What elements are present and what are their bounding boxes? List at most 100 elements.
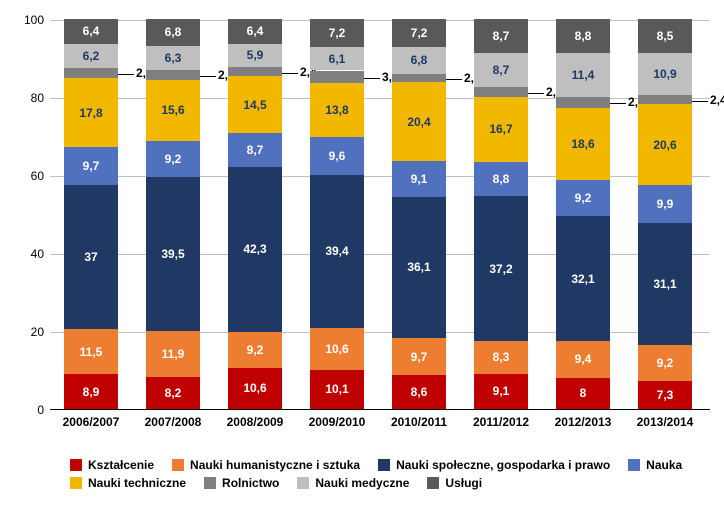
bar-segment-value: 20,4 bbox=[407, 115, 430, 129]
callout-leader bbox=[528, 93, 544, 94]
bar-segment: 9,9 bbox=[638, 185, 692, 224]
bar-segment-value: 7,2 bbox=[329, 26, 346, 40]
bar-segment: 8,2 bbox=[146, 377, 200, 409]
bar-segment-value: 9,4 bbox=[575, 352, 592, 366]
bar-segment bbox=[64, 68, 118, 78]
bar-segment: 37 bbox=[64, 185, 118, 329]
plot-area: 0204060801008,911,5379,717,86,26,42,6200… bbox=[50, 20, 710, 410]
legend: KształcenieNauki humanistyczne i sztukaN… bbox=[70, 458, 710, 494]
bar-segment-value: 6,4 bbox=[247, 24, 264, 38]
bar-segment-value: 8,7 bbox=[493, 63, 510, 77]
bar-segment-value: 7,3 bbox=[657, 388, 674, 402]
x-tick-label: 2012/2013 bbox=[542, 409, 624, 429]
bar-segment: 7,2 bbox=[392, 19, 446, 47]
bar-segment-value: 9,1 bbox=[493, 384, 510, 398]
bar-segment: 6,4 bbox=[64, 19, 118, 44]
bar-segment: 42,3 bbox=[228, 167, 282, 332]
bar-segment: 6,8 bbox=[146, 19, 200, 46]
bar-segment-value: 10,6 bbox=[325, 342, 348, 356]
bar-segment: 9,7 bbox=[64, 147, 118, 185]
stacked-bar-chart: 0204060801008,911,5379,717,86,26,42,6200… bbox=[10, 10, 714, 450]
bar-segment: 13,8 bbox=[310, 83, 364, 137]
bar-segment: 6,4 bbox=[228, 19, 282, 44]
bar-segment: 8,3 bbox=[474, 341, 528, 373]
legend-swatch bbox=[628, 459, 640, 471]
bar-segment: 20,4 bbox=[392, 82, 446, 162]
bar-segment-value: 20,6 bbox=[653, 138, 676, 152]
legend-label: Nauki społeczne, gospodarka i prawo bbox=[396, 458, 610, 472]
y-tick-label: 60 bbox=[31, 169, 50, 183]
legend-swatch bbox=[70, 477, 82, 489]
bar-segment: 6,1 bbox=[310, 47, 364, 71]
bar-segment: 10,6 bbox=[228, 368, 282, 409]
legend-label: Nauka bbox=[646, 458, 682, 472]
bar-segment-value: 6,8 bbox=[165, 25, 182, 39]
bar-segment-value: 9,2 bbox=[575, 191, 592, 205]
bar-segment-value: 39,4 bbox=[325, 244, 348, 258]
bar-segment bbox=[392, 74, 446, 82]
callout-leader bbox=[200, 76, 216, 77]
bar-segment: 32,1 bbox=[556, 216, 610, 341]
bar-segment bbox=[474, 87, 528, 97]
bar-segment-value: 11,5 bbox=[80, 345, 103, 359]
bar-segment bbox=[638, 95, 692, 104]
y-tick-label: 0 bbox=[37, 403, 50, 417]
bar-segment bbox=[310, 71, 364, 84]
legend-label: Nauki humanistyczne i sztuka bbox=[190, 458, 360, 472]
bar-segment: 8,7 bbox=[474, 19, 528, 53]
bar-segment: 9,7 bbox=[392, 338, 446, 376]
bar-segment: 10,6 bbox=[310, 328, 364, 369]
bar-segment-value: 11,9 bbox=[162, 347, 185, 361]
legend-swatch bbox=[172, 459, 184, 471]
bar-segment: 7,2 bbox=[310, 19, 364, 47]
legend-label: Nauki techniczne bbox=[88, 476, 186, 490]
bar-segment-value: 8,5 bbox=[657, 29, 674, 43]
bar-segment-value: 18,6 bbox=[571, 137, 594, 151]
bar-segment: 36,1 bbox=[392, 197, 446, 338]
bar-segment-value: 8,7 bbox=[493, 29, 510, 43]
bar-segment: 9,2 bbox=[638, 345, 692, 381]
bar-segment bbox=[146, 70, 200, 80]
bar-segment-value: 8,7 bbox=[247, 143, 264, 157]
bar-segment-value: 37 bbox=[84, 250, 97, 264]
bar-segment: 16,7 bbox=[474, 97, 528, 162]
legend-item: Nauki techniczne bbox=[70, 476, 186, 490]
bar-segment-value: 6,4 bbox=[83, 24, 100, 38]
bar-segment-value: 39,5 bbox=[161, 247, 184, 261]
bar-segment: 8,7 bbox=[228, 133, 282, 167]
bar-segment: 5,9 bbox=[228, 44, 282, 67]
legend-swatch bbox=[204, 477, 216, 489]
bar-segment: 15,6 bbox=[146, 80, 200, 141]
bar-column: 8,911,5379,717,86,26,4 bbox=[64, 20, 118, 409]
bar-segment-value: 17,8 bbox=[79, 106, 102, 120]
callout-leader bbox=[364, 78, 380, 79]
bar-segment-value: 9,1 bbox=[411, 172, 428, 186]
bar-segment: 18,6 bbox=[556, 108, 610, 181]
legend-swatch bbox=[297, 477, 309, 489]
bar-segment-value: 9,9 bbox=[657, 197, 674, 211]
y-tick-label: 100 bbox=[24, 13, 50, 27]
bar-segment-value: 42,3 bbox=[243, 242, 266, 256]
bar-segment bbox=[228, 67, 282, 76]
y-tick-label: 20 bbox=[31, 325, 50, 339]
bar-segment-value: 11,4 bbox=[572, 68, 595, 82]
bar-segment-value: 6,1 bbox=[329, 52, 346, 66]
bar-segment-value: 7,2 bbox=[411, 26, 428, 40]
bar-segment-value: 6,2 bbox=[83, 49, 100, 63]
callout-leader bbox=[692, 101, 708, 102]
legend-swatch bbox=[427, 477, 439, 489]
bar-segment: 8,5 bbox=[638, 19, 692, 52]
bar-segment: 8,6 bbox=[392, 375, 446, 409]
bar-segment: 14,5 bbox=[228, 76, 282, 133]
bar-segment-value: 10,1 bbox=[325, 382, 348, 396]
bar-segment-value: 9,7 bbox=[411, 350, 428, 364]
callout-leader bbox=[446, 79, 462, 80]
bar-segment: 17,8 bbox=[64, 78, 118, 147]
bar-segment: 6,8 bbox=[392, 47, 446, 74]
bar-segment: 6,3 bbox=[146, 46, 200, 71]
bar-column: 9,18,337,28,816,78,78,7 bbox=[474, 20, 528, 409]
bar-segment: 8,7 bbox=[474, 53, 528, 87]
bar-column: 10,110,639,49,613,86,17,2 bbox=[310, 20, 364, 409]
bar-segment: 31,1 bbox=[638, 223, 692, 344]
callout-value: 2,4 bbox=[710, 93, 724, 107]
